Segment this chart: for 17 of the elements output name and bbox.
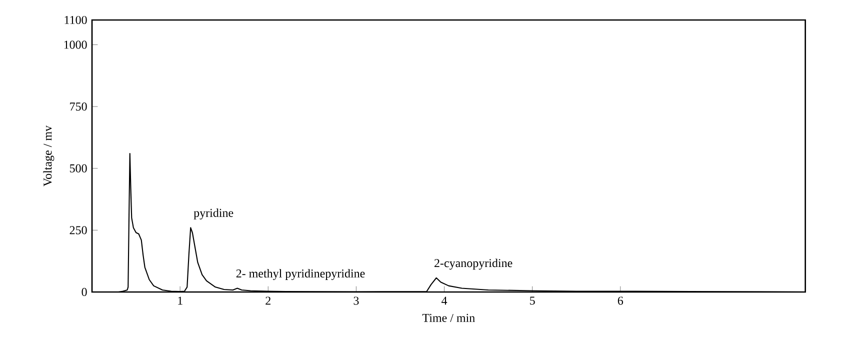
annotation: pyridine (194, 208, 234, 220)
y-tick-label: 250 (70, 226, 87, 234)
y-tick-label: 500 (70, 164, 87, 172)
x-tick-label: 4 (441, 296, 448, 305)
x-tick-label: 1 (178, 296, 182, 305)
x-tick-label: 3 (354, 296, 359, 305)
y-tick-label: 1100 (64, 16, 87, 24)
x-tick-label: 5 (530, 296, 535, 305)
y-axis-title: Voltage / mv (43, 125, 54, 186)
y-tick-label: 1000 (64, 40, 87, 49)
y-tick-label: 0 (82, 288, 87, 296)
x-tick-label: 2 (266, 296, 270, 305)
annotation: 2- methyl pyridinepyridine (236, 269, 365, 280)
x-tick-label: 6 (618, 296, 624, 305)
y-tick-label: 750 (70, 102, 87, 111)
x-axis-title: Time / min (422, 314, 475, 322)
annotation: 2-cyanopyridine (434, 258, 512, 270)
